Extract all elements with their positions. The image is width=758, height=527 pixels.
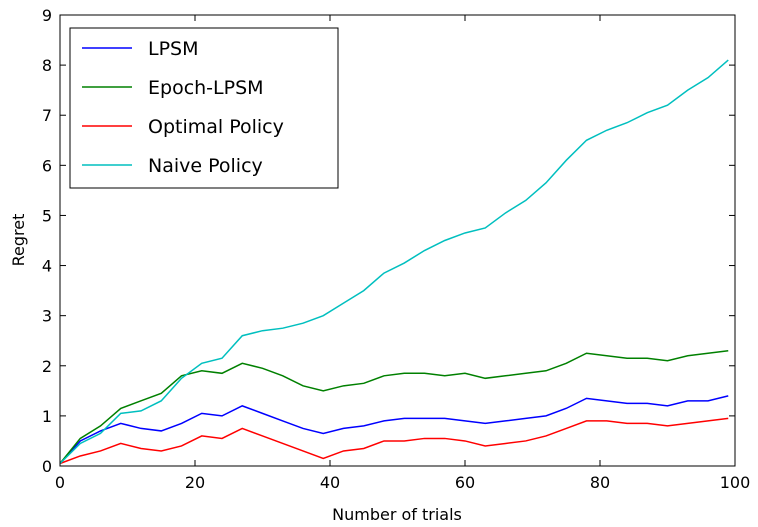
legend-label: Naive Policy [148,155,263,177]
x-tick-label: 100 [720,473,751,492]
y-tick-label: 7 [42,106,52,125]
x-tick-label: 0 [55,473,65,492]
legend-label: Optimal Policy [148,116,284,138]
x-tick-label: 80 [590,473,610,492]
legend-box [69,27,339,189]
series-line [59,417,729,465]
x-tick-label: 20 [185,473,205,492]
y-tick-label: 9 [42,6,52,25]
x-tick-label: 40 [320,473,340,492]
y-tick-label: 5 [42,206,52,225]
legend-label: LPSM [148,38,199,60]
y-axis-label: Regret [9,214,28,267]
y-tick-label: 6 [42,156,52,175]
series-line [59,350,729,464]
series-line [59,395,729,464]
y-tick-label: 3 [42,307,52,326]
y-tick-label: 0 [42,457,52,476]
x-axis-label: Number of trials [332,505,462,524]
plot-frame [59,14,736,467]
legend-label: Epoch-LPSM [148,77,264,99]
y-tick-label: 8 [42,56,52,75]
series-line [59,59,729,465]
y-tick-label: 2 [42,357,52,376]
y-tick-label: 4 [42,257,52,276]
x-tick-label: 60 [455,473,475,492]
y-tick-label: 1 [42,407,52,426]
